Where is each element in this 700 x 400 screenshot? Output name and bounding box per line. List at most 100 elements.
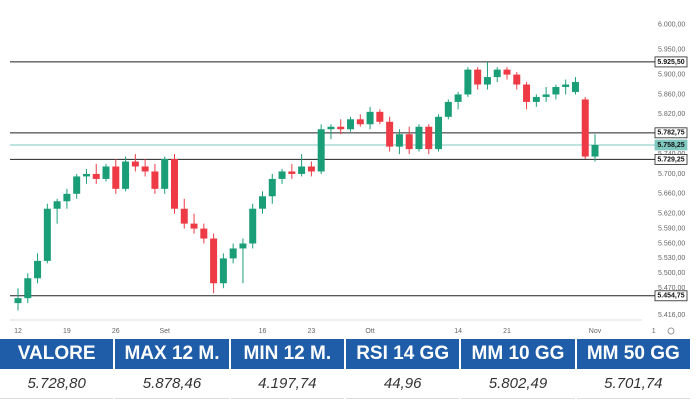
level-box [654,290,688,302]
settings-icon[interactable] [667,327,675,335]
value-cell: 5.728,80 [0,369,114,399]
x-tick-label: 21 [503,328,511,335]
candle-body [571,82,579,92]
candle-body [454,94,462,102]
level-label: 5.782,75 [657,130,684,137]
candle-body [268,178,276,197]
candle-body [327,126,335,130]
candle-body [239,243,247,249]
candle-body [425,126,433,150]
y-tick-label: 5.530,00 [658,255,685,262]
candle-body [210,238,218,284]
level-label: 5.925,50 [657,59,684,66]
header-cell: RSI 14 GG [345,339,460,369]
candle-body [474,69,482,85]
candle-body [161,159,169,189]
table: VALORE MAX 12 M. MIN 12 M. RSI 14 GG MM 10 G… [0,339,700,399]
candle-body [386,121,394,147]
candle-body [562,84,570,88]
y-tick-label: 5.590,00 [658,225,685,232]
x-tick-label: Ott [365,328,374,335]
candle-body [532,96,540,102]
candle-body [151,171,159,189]
candle-body [464,69,472,95]
candle-body [63,193,71,202]
header-cell: MM 10 GG [461,339,575,369]
y-tick-label: 5.950,00 [658,47,685,54]
candle-body [24,278,32,299]
candle-body [591,145,599,157]
candle-body [141,166,149,172]
level-box [654,154,688,165]
candle-body [552,87,560,95]
candle-body [307,166,315,172]
x-tick-label: 14 [454,328,462,335]
value-cell: 5.878,46 [115,369,229,399]
candle-body [259,196,266,209]
candle-body [376,111,384,122]
candle-body [513,74,521,85]
chart: 6.000,00 5.950,00 5.900,00 5.860,00 5.820,00… [10,22,688,335]
candle-body [229,248,237,259]
candle-body [483,77,491,85]
level-box [654,127,688,139]
value-cell: 4.197,74 [230,369,344,399]
y-tick-label: 5.500,00 [658,270,685,277]
x-tick-label: 1 [652,328,656,335]
header-cell: MIN 12 M. [230,339,344,369]
y-tick-label: 5.416,00 [658,312,685,319]
candle-body [249,208,257,244]
x-tick-label: 26 [112,328,120,335]
current-box [654,139,688,151]
y-tick-label: 5.660,00 [658,191,685,198]
level-box [654,56,688,68]
candle-body [92,173,100,179]
candle-body [503,69,511,75]
candle-body [435,116,443,150]
candle-body [102,166,110,179]
candle-body [317,129,325,172]
candle-body [415,126,423,150]
x-tick-label: 12 [14,328,22,335]
candle-body [347,119,355,130]
y-tick-label: 5.470,00 [658,285,685,292]
y-tick-label: 5.700,00 [658,171,685,178]
candle-body [581,99,589,157]
x-tick-label: 19 [63,328,71,335]
candle-body [34,260,42,279]
candle-body [53,201,61,209]
x-tick-label: Set [159,328,170,335]
y-tick-label: 5.900,00 [658,71,685,78]
value-row: 5.728,80 5.878,46 4.197,74 44,96 5.802,49 5.7… [0,369,700,399]
y-tick-label: 6.000,00 [658,22,685,29]
y-tick-label: 5.860,00 [658,91,685,98]
candle-body [219,258,227,284]
candle-body [122,161,130,189]
y-tick-label: 5.560,00 [658,240,685,247]
candle-body [366,111,374,125]
header-cell: VALORE [0,339,114,369]
candle-body [542,94,550,97]
candle-body [337,126,345,130]
value-cell: 5.802,49 [461,369,575,399]
candle-body [395,134,403,147]
candle-body [298,166,306,174]
header-row: VALORE MAX 12 M. MIN 12 M. RSI 14 GG MM 10 G… [0,339,700,369]
y-tick-label: 5.620,00 [658,211,685,218]
x-tick-label: Nov [589,328,602,335]
candle-body [200,228,208,239]
value-cell: 44,96 [345,369,460,399]
value-cell: 5.701,74 [576,369,690,399]
candle-body [444,101,452,117]
candle-body [14,298,22,304]
candle-body [82,173,90,177]
level-label: 5.729,25 [657,156,684,163]
candle-body [288,171,296,174]
candle-body [493,69,501,78]
current-label: 5.758,25 [657,142,684,149]
x-tick-label: 23 [308,328,316,335]
y-tick-label: 5.820,00 [658,111,685,118]
candle-body [523,84,531,102]
candle-body [405,134,413,150]
